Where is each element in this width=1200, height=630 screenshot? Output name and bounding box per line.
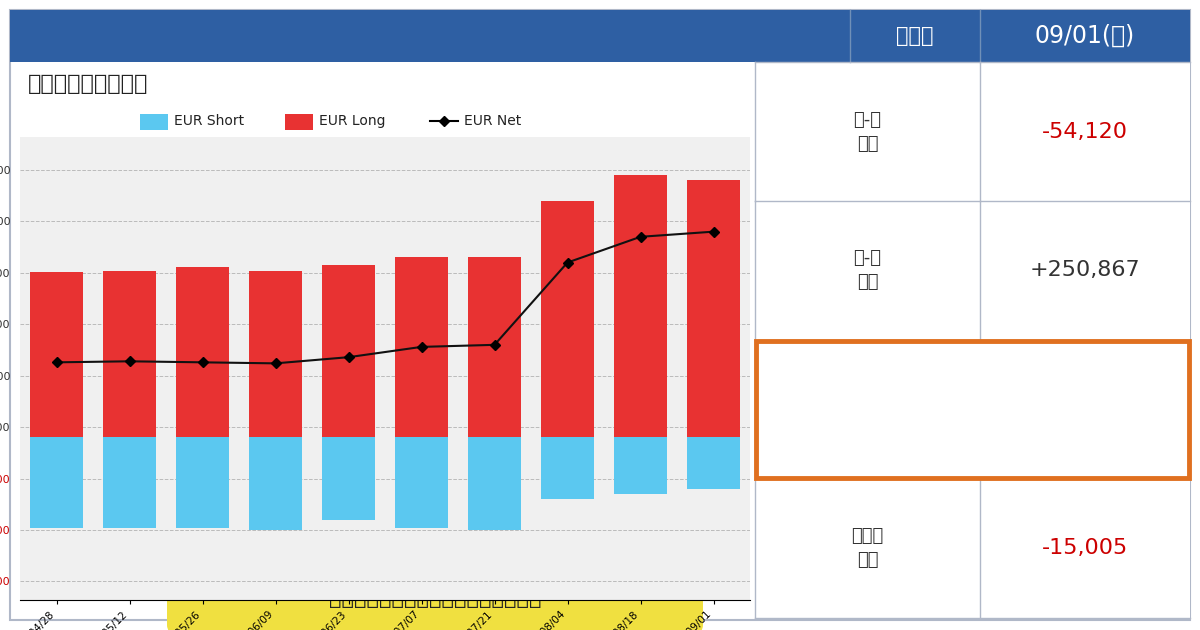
- Bar: [176, 437, 229, 528]
- Bar: [30, 272, 83, 437]
- Bar: [756, 341, 1189, 478]
- Bar: [10, 10, 1190, 62]
- Text: EUR Long: EUR Long: [319, 114, 385, 128]
- Bar: [395, 258, 448, 437]
- Text: 対象日: 対象日: [896, 26, 934, 46]
- Text: １-０: １-０: [853, 389, 882, 406]
- Bar: [395, 437, 448, 528]
- Bar: [103, 437, 156, 528]
- Text: 買い: 買い: [857, 273, 878, 292]
- Text: 過去に例がないほど積み上がっている: 過去に例がないほど積み上がっている: [329, 588, 541, 609]
- Bar: [468, 258, 521, 437]
- Bar: [323, 437, 374, 520]
- Bar: [688, 437, 739, 489]
- Bar: [755, 479, 1190, 618]
- FancyBboxPatch shape: [167, 522, 703, 630]
- Bar: [250, 271, 301, 437]
- Text: 増減: 増減: [857, 551, 878, 570]
- Bar: [755, 201, 1190, 340]
- Bar: [614, 175, 667, 437]
- Text: １-０: １-０: [853, 249, 882, 268]
- Text: １-０: １-０: [853, 110, 882, 129]
- Bar: [688, 180, 739, 437]
- Text: -54,120: -54,120: [1042, 122, 1128, 142]
- Text: +250,867: +250,867: [1030, 260, 1140, 280]
- Bar: [755, 62, 1190, 201]
- Bar: [468, 437, 521, 530]
- Bar: [755, 340, 1190, 479]
- Polygon shape: [226, 502, 335, 530]
- Text: 【ユーロ／米ドル】: 【ユーロ／米ドル】: [28, 74, 149, 94]
- Bar: [614, 437, 667, 494]
- Bar: [30, 437, 83, 528]
- Bar: [541, 201, 594, 437]
- Text: 前回比: 前回比: [851, 527, 883, 546]
- Text: 差引: 差引: [857, 413, 878, 430]
- Text: EUR Short: EUR Short: [174, 114, 244, 128]
- Bar: [286, 114, 313, 130]
- Text: EUR Net: EUR Net: [464, 114, 521, 128]
- Text: 売り: 売り: [857, 134, 878, 152]
- Text: 09/01(火): 09/01(火): [1034, 24, 1135, 48]
- Bar: [323, 265, 374, 437]
- Text: 投機筋の米ドルに対するユーロの買い越しは、: 投機筋の米ドルに対するユーロの買い越しは、: [304, 551, 566, 571]
- Text: -15,005: -15,005: [1042, 539, 1128, 559]
- Bar: [250, 437, 301, 530]
- Text: +196,747: +196,747: [1030, 399, 1140, 420]
- Bar: [176, 266, 229, 437]
- Bar: [541, 437, 594, 499]
- Bar: [140, 114, 168, 130]
- Bar: [103, 271, 156, 437]
